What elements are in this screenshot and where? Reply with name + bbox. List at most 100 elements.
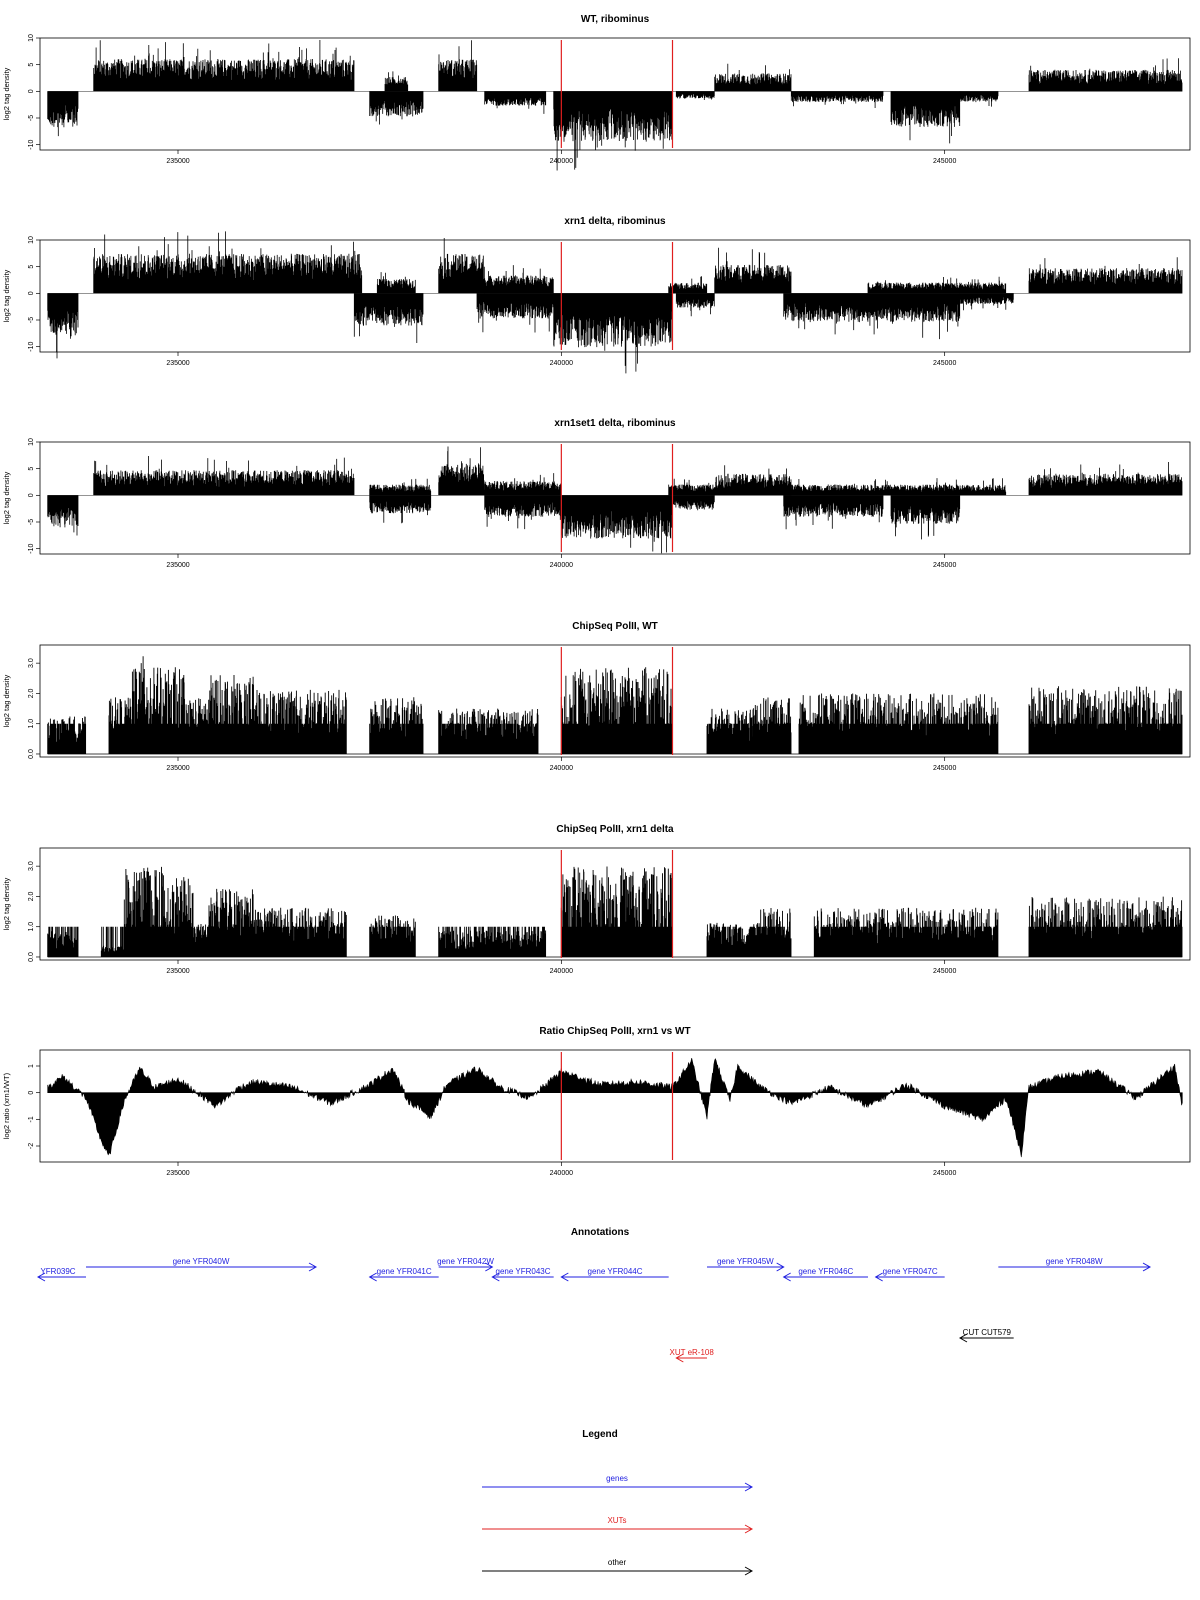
y-tick-label: 3.0 — [28, 658, 35, 668]
signal-segment — [1028, 462, 1183, 496]
signal-segment — [384, 71, 409, 92]
feature-arrowhead — [958, 1333, 968, 1343]
signal-bars — [438, 238, 485, 294]
feature-arrowhead — [560, 1272, 569, 1282]
plot-frame — [39, 239, 1191, 353]
plot-frame — [39, 644, 1191, 758]
signal-segment — [798, 693, 999, 754]
feature-arrowhead — [776, 1262, 785, 1272]
feature-label: gene YFR043C — [496, 1267, 551, 1276]
signal-bars — [438, 708, 539, 754]
x-tick-label: 245000 — [933, 968, 956, 975]
signal-bars — [484, 265, 554, 294]
panel-title: WT, ribominus — [581, 14, 650, 25]
signal-segment — [192, 924, 209, 957]
legend-arrowhead — [744, 1482, 754, 1492]
signal-segment — [714, 465, 792, 496]
signal-bars — [752, 697, 792, 754]
signal-bars — [813, 907, 999, 957]
signal-segment — [47, 91, 79, 137]
signal-bars — [93, 456, 355, 496]
signal-segment — [553, 91, 673, 171]
signal-bars — [714, 247, 792, 294]
signal-bars — [162, 875, 194, 957]
signal-bars — [438, 40, 478, 92]
signal-segment — [668, 495, 715, 511]
y-tick-label: 5 — [28, 467, 35, 471]
legend: Legend genes XUTs other — [482, 1429, 754, 1576]
signal-segment — [714, 247, 792, 294]
signal-bars — [93, 231, 363, 294]
y-tick-label: 0 — [28, 291, 35, 295]
signal-segment — [714, 63, 792, 92]
signal-bars — [553, 293, 673, 374]
signal-segment — [93, 456, 355, 496]
signal-segment — [675, 91, 715, 100]
signal-bars — [47, 716, 87, 754]
annotation-feature: gene YFR047C — [874, 1267, 945, 1282]
signal-bars — [560, 866, 673, 957]
plot-frame — [39, 37, 1191, 151]
y-tick-label: 10 — [28, 236, 35, 244]
signal-bars — [369, 495, 432, 524]
y-tick-label: 0.0 — [28, 749, 35, 759]
signal-segment — [162, 875, 194, 957]
signal-bars — [376, 272, 416, 294]
x-tick-label: 235000 — [166, 158, 189, 165]
y-tick-label: 1 — [28, 1064, 35, 1068]
signal-segment — [890, 91, 961, 144]
y-axis-label: log2 tag density — [2, 67, 11, 120]
signal-bars — [254, 907, 347, 957]
signal-bars — [369, 697, 424, 754]
y-tick-label: 1.0 — [28, 719, 35, 729]
signal-bars — [675, 91, 715, 100]
y-tick-label: 0 — [28, 493, 35, 497]
signal-segment — [484, 91, 547, 114]
signal-segment — [438, 238, 485, 294]
data-series — [47, 866, 1183, 958]
signal-bars — [369, 915, 416, 957]
signal-bars — [47, 926, 79, 957]
signal-bars — [553, 91, 673, 171]
signal-bars — [384, 71, 409, 92]
y-tick-label: 5 — [28, 265, 35, 269]
signal-bars — [154, 667, 186, 754]
signal-segment — [438, 446, 485, 496]
panel-title: xrn1 delta, ribominus — [564, 216, 666, 227]
feature-label: gene YFR046C — [798, 1267, 853, 1276]
signal-segment — [675, 293, 715, 317]
signal-segment — [484, 495, 562, 530]
annotation-feature: XUT eR-108 — [670, 1348, 714, 1363]
y-tick-label: -10 — [28, 544, 35, 554]
annotations-track: Annotations YFR039C gene YFR040W gene YFR0… — [36, 1227, 1152, 1363]
signal-segment — [93, 231, 363, 294]
signal-bars — [1028, 686, 1183, 754]
signal-bars — [131, 656, 156, 754]
panel-4: ChipSeq PolII, WT log2 tag density 0.0 1.0 2… — [2, 621, 1191, 772]
annotation-feature: gene YFR042W — [437, 1257, 494, 1272]
signal-segment — [47, 495, 79, 536]
signal-bars — [1028, 58, 1183, 92]
y-tick-label: 0 — [28, 89, 35, 93]
signal-segment — [208, 888, 255, 957]
feature-arrowhead — [36, 1272, 46, 1282]
y-tick-label: -5 — [28, 115, 35, 121]
signal-segment — [668, 478, 715, 496]
signal-bars — [560, 495, 673, 554]
signal-segment — [100, 926, 125, 957]
signal-segment — [1028, 257, 1183, 294]
panel-title: Ratio ChipSeq PolII, xrn1 vs WT — [539, 1026, 690, 1037]
signal-bars — [93, 40, 355, 92]
signal-bars — [783, 478, 1007, 496]
data-series — [47, 446, 1183, 554]
panel-3: xrn1set1 delta, ribominus log2 tag densit… — [2, 418, 1191, 569]
legend-arrowhead — [744, 1566, 754, 1576]
signal-bars — [47, 495, 79, 536]
signal-segment — [369, 478, 432, 496]
signal-bars — [668, 276, 708, 294]
feature-label: gene YFR042W — [437, 1257, 494, 1266]
feature-label: gene YFR048W — [1046, 1257, 1103, 1266]
signal-segment — [123, 866, 163, 957]
signal-segment — [1028, 896, 1183, 957]
signal-bars — [783, 293, 961, 340]
